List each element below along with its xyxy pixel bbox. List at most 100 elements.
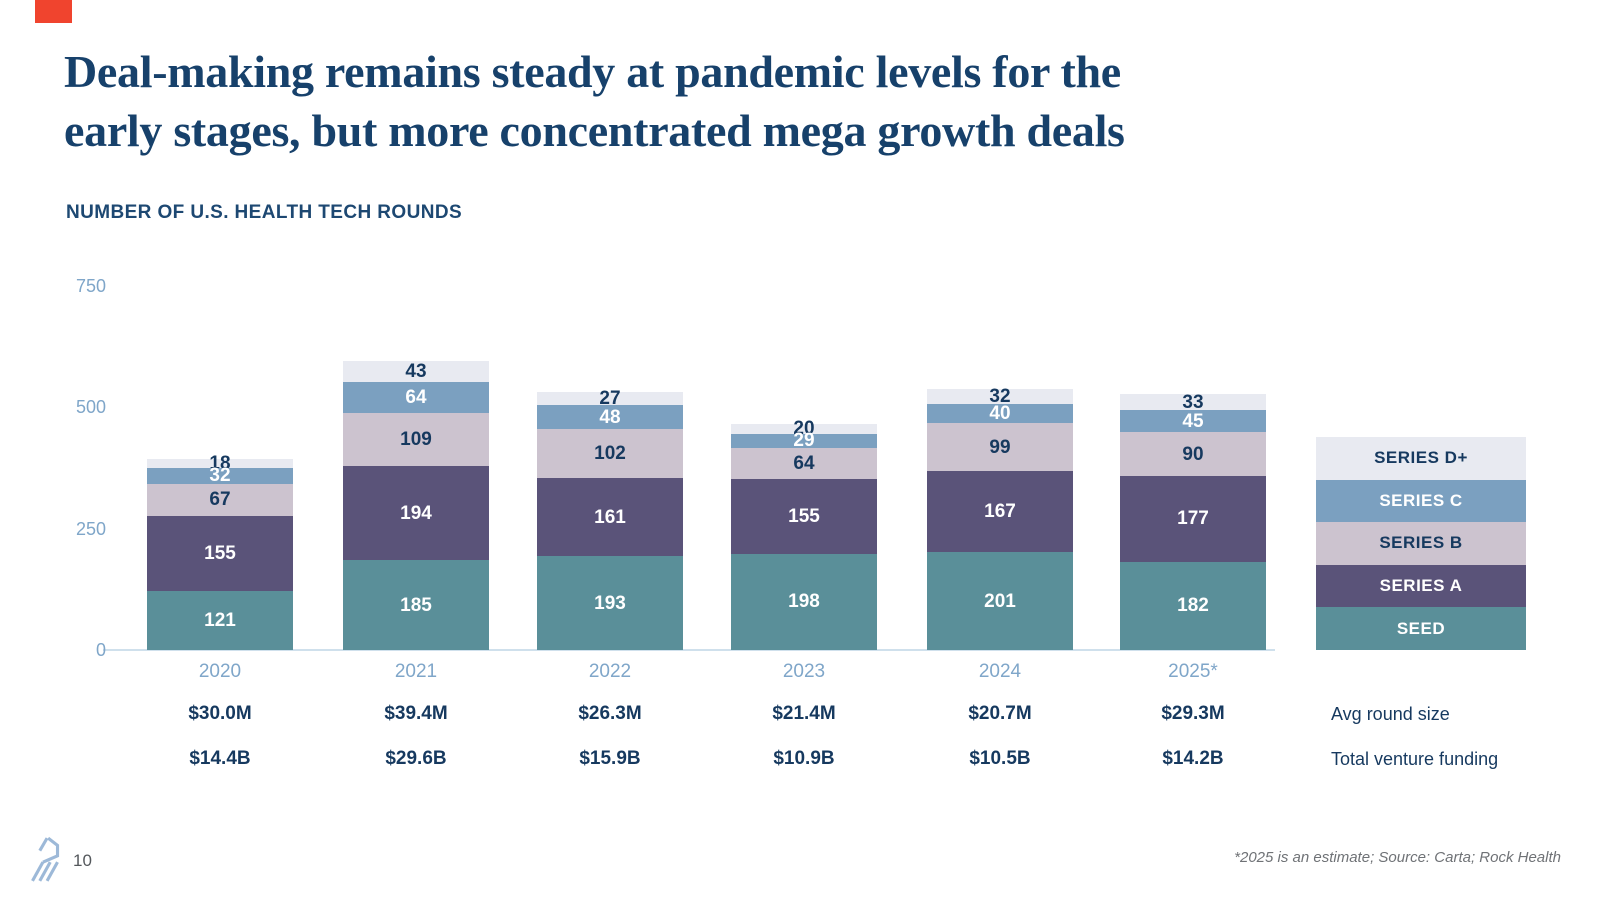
bar-value-label: 121 [204, 610, 236, 632]
bar-segment-seed: 121 [147, 591, 293, 650]
avg-round-size-value: $30.0M [188, 703, 252, 724]
bar-segment-series-d-plus: 27 [537, 389, 683, 408]
chart-title: NUMBER OF U.S. HEALTH TECH ROUNDS [66, 202, 463, 223]
bar-value-label: 64 [405, 387, 427, 409]
bar-segment-seed: 198 [731, 553, 877, 650]
bar-segment-series-b: 109 [343, 413, 489, 467]
rock-health-logo-icon [31, 836, 60, 882]
bar-2021: 185 194 109 64 43 [343, 361, 489, 650]
bar-value-label: 167 [984, 501, 1016, 523]
bar-value-label: 67 [209, 489, 231, 511]
bar-value-label: 90 [1182, 443, 1204, 465]
bar-value-label: 155 [204, 543, 236, 565]
bar-segment-seed: 185 [343, 560, 489, 650]
avg-round-size-value: $39.4M [384, 703, 448, 724]
legend-item-series-a: SERIES A [1316, 564, 1526, 608]
bar-segment-series-a: 161 [537, 478, 683, 557]
bar-value-label: 194 [400, 502, 432, 524]
total-venture-funding-value: $10.9B [773, 748, 835, 769]
bar-2022: 193 161 102 48 27 [537, 389, 683, 650]
x-axis-label-2023: 2023 [782, 661, 826, 682]
total-venture-funding-value: $14.4B [189, 748, 251, 769]
bar-segment-series-b: 90 [1120, 432, 1266, 476]
bar-segment-series-a: 167 [927, 471, 1073, 553]
avg-round-size-value: $26.3M [578, 703, 642, 724]
bar-segment-series-c: 29 [731, 430, 877, 452]
x-axis-label-2022: 2022 [588, 661, 632, 682]
total-venture-funding-value: $15.9B [579, 748, 641, 769]
y-axis-tick-500: 500 [75, 397, 106, 418]
bar-value-label: 161 [594, 506, 626, 528]
page-title-line-1: Deal-making remains steady at pandemic l… [64, 46, 1121, 97]
bar-value-label: 32 [209, 465, 231, 487]
bar-segment-series-b: 99 [927, 423, 1073, 472]
bar-value-label: 48 [599, 406, 621, 428]
bar-segment-series-c: 32 [147, 465, 293, 487]
total-venture-funding-row-label: Total venture funding [1331, 749, 1499, 769]
bar-value-label: 33 [1182, 391, 1204, 413]
page-title: Deal-making remains steady at pandemic l… [64, 42, 1424, 161]
bar-segment-series-b: 67 [147, 483, 293, 517]
x-axis-label-2025: 2025* [1168, 661, 1218, 682]
brand-accent-tab [35, 0, 72, 23]
legend-item-series-d-plus: SERIES D+ [1316, 437, 1526, 480]
bar-value-label: 198 [788, 591, 820, 613]
bar-segment-series-d-plus: 33 [1120, 391, 1266, 413]
bar-value-label: 45 [1182, 410, 1204, 432]
bar-value-label: 182 [1177, 595, 1209, 617]
bar-2023: 198 155 64 29 20 [731, 419, 877, 650]
legend-item-seed: SEED [1316, 607, 1526, 650]
bar-segment-series-d-plus: 32 [927, 385, 1073, 407]
bar-segment-series-a: 155 [731, 478, 877, 554]
bar-segment-series-a: 194 [343, 466, 489, 561]
total-venture-funding-value: $14.2B [1162, 748, 1224, 769]
legend-item-series-b: SERIES B [1316, 522, 1526, 565]
avg-round-size-value: $21.4M [772, 703, 836, 724]
bar-segment-seed: 193 [537, 556, 683, 650]
bar-segment-series-c: 45 [1120, 410, 1266, 433]
bar-segment-series-d-plus: 43 [343, 361, 489, 383]
y-axis-tick-0: 0 [95, 640, 106, 660]
bar-segment-series-d-plus: 20 [731, 419, 877, 438]
footnote: *2025 is an estimate; Source: Carta; Roc… [1234, 849, 1561, 866]
bar-segment-series-b: 64 [731, 447, 877, 479]
bar-2024: 201 167 99 40 32 [927, 385, 1073, 650]
page-title-line-2: early stages, but more concentrated mega… [64, 105, 1125, 157]
bar-value-label: 40 [989, 403, 1011, 425]
bar-value-label: 99 [989, 436, 1011, 458]
bar-segment-series-a: 177 [1120, 475, 1266, 562]
bar-segment-series-c: 40 [927, 403, 1073, 425]
bar-value-label: 20 [793, 418, 815, 440]
chart-legend: SERIES D+ SERIES C SERIES B SERIES A SEED [1316, 437, 1526, 650]
bar-value-label: 185 [400, 594, 432, 616]
bar-segment-series-c: 48 [537, 405, 683, 429]
bar-value-label: 109 [400, 429, 432, 451]
x-axis-label-2021: 2021 [394, 661, 438, 682]
bar-value-label: 177 [1177, 508, 1209, 530]
bar-segment-series-a: 155 [147, 516, 293, 592]
bar-value-label: 64 [793, 452, 815, 474]
bar-segment-seed: 201 [927, 552, 1073, 650]
bar-value-label: 201 [984, 590, 1016, 612]
x-axis-line [103, 649, 1275, 651]
bar-value-label: 32 [989, 385, 1011, 407]
bar-value-label: 43 [405, 361, 427, 383]
bar-value-label: 29 [793, 430, 815, 452]
total-venture-funding-value: $10.5B [969, 748, 1031, 769]
total-venture-funding-value: $29.6B [385, 748, 447, 769]
bar-segment-series-c: 64 [343, 382, 489, 414]
bar-2025: 182 177 90 45 33 [1120, 391, 1266, 650]
y-axis-tick-250: 250 [75, 518, 106, 539]
bar-value-label: 155 [788, 505, 820, 527]
bar-2020: 121 155 67 32 18 [147, 454, 293, 650]
y-axis-tick-750: 750 [75, 276, 106, 297]
bar-segment-seed: 182 [1120, 561, 1266, 650]
legend-item-series-c: SERIES C [1316, 479, 1526, 523]
bar-segment-series-b: 102 [537, 428, 683, 479]
x-axis-label-2024: 2024 [978, 661, 1022, 682]
avg-round-size-value: $20.7M [968, 703, 1032, 724]
bar-value-label: 193 [594, 592, 626, 614]
avg-round-size-value: $29.3M [1161, 703, 1225, 724]
x-axis-label-2020: 2020 [198, 661, 242, 682]
